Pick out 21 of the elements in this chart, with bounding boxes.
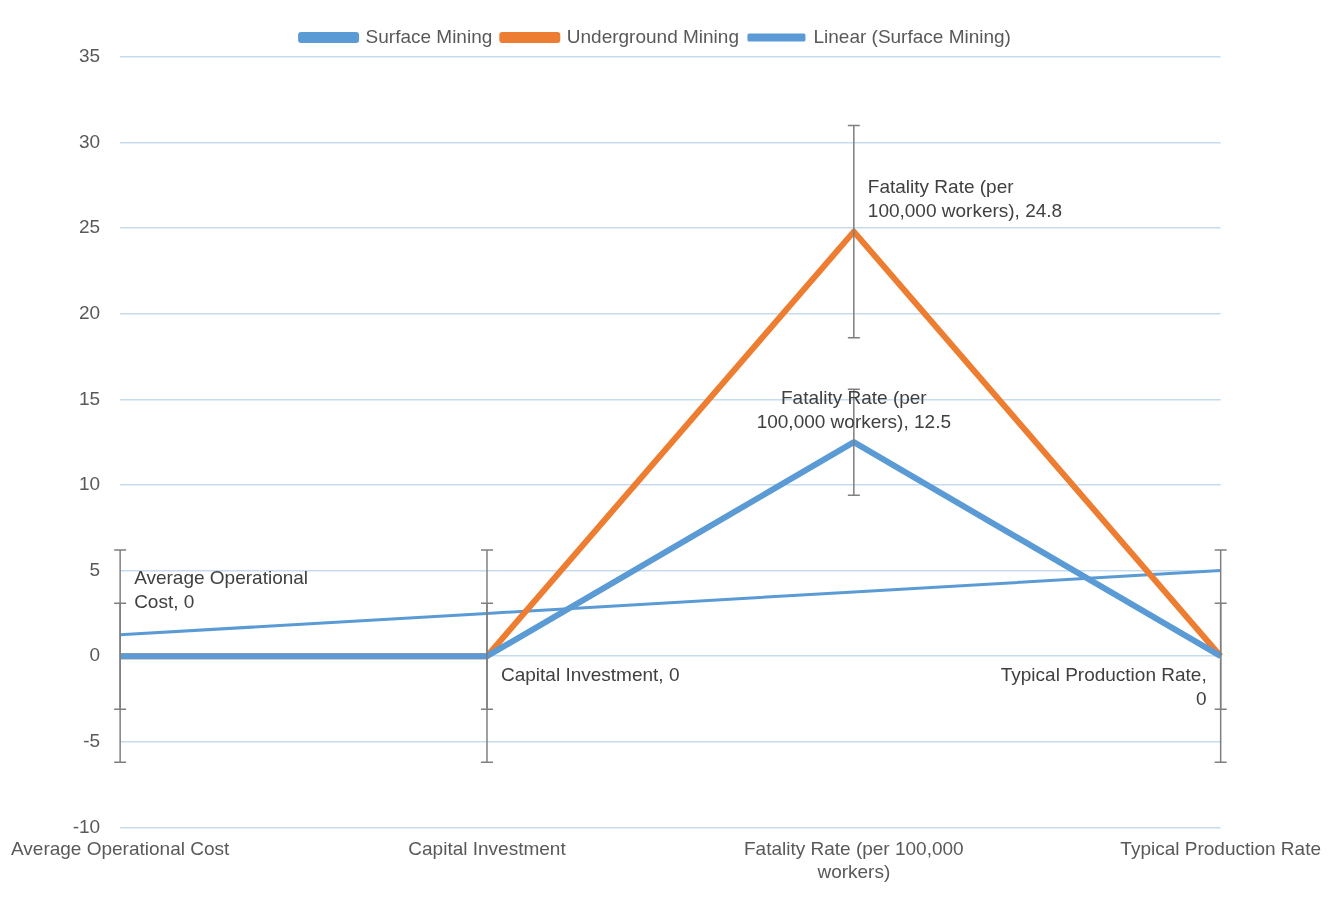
- y-tick-label: 10: [79, 473, 101, 495]
- data-label: Average Operational Cost, 0: [134, 566, 309, 612]
- legend-label: Surface Mining: [365, 25, 493, 47]
- y-tick-label: 20: [79, 302, 101, 324]
- y-tick-label: -5: [83, 730, 101, 752]
- data-label: Typical Production Rate, 0: [1000, 663, 1207, 709]
- x-tick-label: Fatality Rate (per 100,000 workers): [743, 838, 964, 882]
- y-tick-label: 35: [79, 45, 101, 67]
- x-tick-label: Typical Production Rate: [1120, 838, 1322, 860]
- data-label: Capital Investment, 0: [500, 663, 680, 685]
- y-tick-label: 30: [79, 130, 101, 152]
- x-tick-label: Average Operational Cost: [11, 838, 230, 860]
- y-tick-label: 25: [79, 216, 101, 238]
- data-label: Fatality Rate (per 100,000 workers), 24.8: [867, 176, 1063, 222]
- x-tick-label: Capital Investment: [408, 838, 567, 860]
- y-tick-label: 0: [89, 644, 101, 666]
- y-tick-label: 5: [89, 558, 101, 580]
- y-tick-label: 15: [79, 387, 101, 409]
- y-tick-label: -10: [72, 815, 101, 837]
- legend-label: Underground Mining: [566, 25, 739, 47]
- legend-label: Linear (Surface Mining): [813, 25, 1011, 47]
